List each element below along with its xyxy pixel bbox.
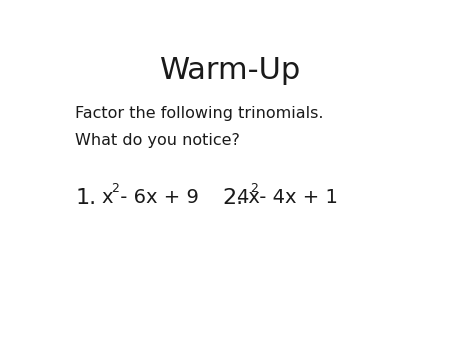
Text: 1.: 1. <box>76 188 97 208</box>
Text: Warm-Up: Warm-Up <box>160 56 301 85</box>
Text: 2: 2 <box>111 183 119 195</box>
Text: - 4x + 1: - 4x + 1 <box>252 188 338 207</box>
Text: 4x: 4x <box>236 188 260 207</box>
Text: x: x <box>102 188 113 207</box>
Text: - 6x + 9: - 6x + 9 <box>114 188 199 207</box>
Text: 2.: 2. <box>222 188 243 208</box>
Text: Factor the following trinomials.: Factor the following trinomials. <box>76 105 324 121</box>
Text: 2: 2 <box>250 183 258 195</box>
Text: What do you notice?: What do you notice? <box>76 133 240 148</box>
